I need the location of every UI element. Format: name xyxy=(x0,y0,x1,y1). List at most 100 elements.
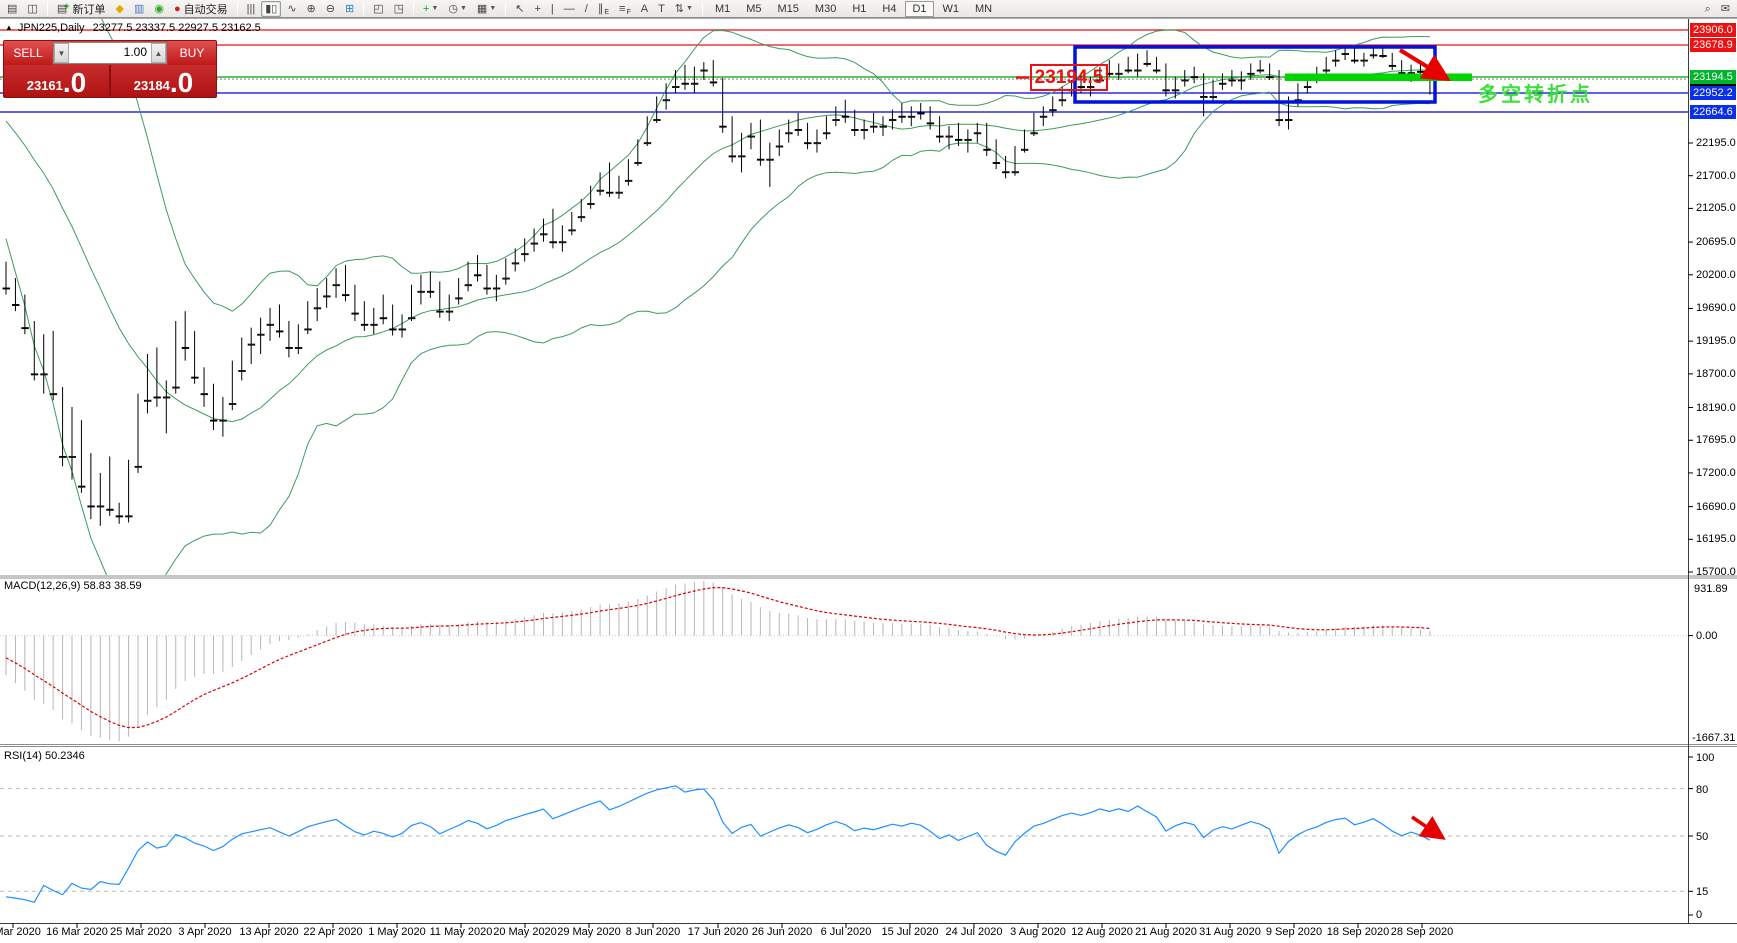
line-chart-icon[interactable]: ∿ xyxy=(283,1,300,17)
timeframe-M30[interactable]: M30 xyxy=(814,2,837,15)
channel-icon[interactable]: ∥ E xyxy=(594,1,613,17)
price-tick-label: 21205.0 xyxy=(1696,202,1736,215)
profiles-icon[interactable]: ◫ xyxy=(23,1,41,17)
zoom-in-icon[interactable]: ⊕ xyxy=(303,1,320,17)
date-label: 3 Apr 2020 xyxy=(178,926,232,938)
sell-button[interactable]: SELL xyxy=(4,41,52,65)
signals-icon[interactable]: ◉ xyxy=(150,1,168,17)
sell-arrow-main[interactable] xyxy=(1398,48,1451,82)
period-icon[interactable]: ◷ ▼ xyxy=(444,1,471,17)
price-line-label: 22952.2 xyxy=(1690,85,1736,100)
buy-price[interactable]: 23184 .0 xyxy=(111,65,216,97)
candlesticks xyxy=(2,45,1434,526)
date-label: 15 Jul 2020 xyxy=(881,926,939,938)
text-icon[interactable]: A xyxy=(637,1,652,17)
timeframe-MN[interactable]: MN xyxy=(975,2,993,15)
toolbar-separator xyxy=(363,1,365,16)
timeframe-D1[interactable]: D1 xyxy=(905,0,934,17)
green-level-bar[interactable] xyxy=(1285,73,1472,82)
horizontal-line-icon: — xyxy=(563,2,575,15)
market-icon: ▥ xyxy=(133,2,145,15)
price-callout-label[interactable]: 23194.5 xyxy=(1030,64,1108,91)
label-icon[interactable]: T xyxy=(654,1,669,17)
date-label: 5 Mar 2020 xyxy=(0,926,41,938)
bb-lower-band xyxy=(5,91,1430,575)
date-label: 25 Mar 2020 xyxy=(110,926,172,938)
date-label: 17 Jun 2020 xyxy=(687,926,749,938)
cursor-icon[interactable]: ↖ xyxy=(511,1,528,17)
crosshair-icon[interactable]: + xyxy=(530,1,544,17)
chart-title: ▲ JPN225,Daily 23277.5 23337.5 22927.5 231… xyxy=(5,22,261,34)
date-label: 18 Sep 2020 xyxy=(1326,926,1390,938)
signals-icon: ◉ xyxy=(154,2,164,15)
price-line-label: 23194.5 xyxy=(1690,69,1736,84)
zoom-out-icon[interactable]: ⊖ xyxy=(322,1,339,17)
one-click-collapse-icon[interactable]: ▲ xyxy=(5,23,13,32)
chevron-down-icon: ▼ xyxy=(459,5,467,12)
timeframe-W1[interactable]: W1 xyxy=(942,2,960,15)
timeframe-M15[interactable]: M15 xyxy=(777,2,799,15)
cascade-windows-icon[interactable]: ◳ xyxy=(390,1,408,17)
toolbar-separator xyxy=(236,1,238,16)
arrange-windows-icon: ◰ xyxy=(373,2,384,15)
horizontal-line-icon[interactable]: — xyxy=(560,1,579,17)
price-tick-label: 19195.0 xyxy=(1696,335,1736,348)
new-order-button[interactable]: ▤ + 新订单 xyxy=(53,1,110,17)
template-icon[interactable]: ▦ ▼ xyxy=(473,1,500,17)
fibonacci-icon[interactable]: ≡ F xyxy=(615,1,635,17)
channel-icon: ∥ xyxy=(597,2,604,15)
macd-indicator-label: MACD(12,26,9) 58.83 38.59 xyxy=(4,580,142,592)
toolbar-separator xyxy=(46,1,48,16)
buy-button[interactable]: BUY xyxy=(168,41,216,65)
date-label: 28 Sep 2020 xyxy=(1390,926,1454,938)
tile-windows-icon[interactable]: ⊞ xyxy=(341,1,358,17)
sell-arrow-rsi[interactable] xyxy=(1411,815,1446,840)
market-icon[interactable]: ▥ xyxy=(130,1,148,17)
new-order-icon: ▤ xyxy=(56,2,68,15)
rsi-tick-label: 50 xyxy=(1696,831,1709,843)
trendline-icon[interactable]: / xyxy=(581,1,592,17)
date-label: 12 Aug 2020 xyxy=(1071,926,1133,938)
timeframe-H4[interactable]: H4 xyxy=(882,2,897,15)
price-tick-label: 17200.0 xyxy=(1696,466,1736,479)
vertical-line-icon[interactable]: | xyxy=(547,1,558,17)
profiles-icon: ◫ xyxy=(27,2,38,15)
sell-price[interactable]: 23161 .0 xyxy=(4,65,109,97)
toolbar: ▤ ◫ ▤ + 新订单 ◆ ▥ ◉ ● 自动交易 ||| ▮▯ ∿ ⊕ ⊖ ⊞ ◰ ◳ + ▼ ◷ ▼ ▦ ▼ ↖ + | — / ∥ E ≡… xyxy=(0,0,1737,18)
timeframe-M1[interactable]: M1 xyxy=(714,2,731,15)
add-indicator-icon[interactable]: + ▼ xyxy=(419,1,442,17)
timeframe-H1[interactable]: H1 xyxy=(852,2,867,15)
date-label: 21 Aug 2020 xyxy=(1135,926,1197,938)
price-tick-label: 20695.0 xyxy=(1696,236,1736,249)
turning-point-text-label[interactable]: 多空转折点 xyxy=(1478,84,1593,106)
chevron-down-icon: ▼ xyxy=(686,5,693,12)
rsi-tick-label: 80 xyxy=(1696,783,1709,796)
date-label: 24 Jul 2020 xyxy=(945,926,1003,938)
search-icon[interactable]: ⌕ xyxy=(1701,1,1715,17)
candlestick-chart-icon[interactable]: ▮▯ xyxy=(261,0,282,17)
sell-price-frac: .0 xyxy=(62,67,87,98)
autotrading-icon: ● xyxy=(173,2,181,15)
candlestick-chart-icon: ▮▯ xyxy=(265,2,278,15)
date-label: 22 Apr 2020 xyxy=(303,926,363,938)
chat-icon[interactable]: ✉ xyxy=(1717,1,1734,17)
line-chart-icon: ∿ xyxy=(287,2,297,15)
date-label: 9 Sep 2020 xyxy=(1265,926,1323,938)
volume-decrease-button[interactable]: ▼ xyxy=(54,43,69,63)
arrange-windows-icon[interactable]: ◰ xyxy=(369,1,387,17)
toolbar-separator xyxy=(505,1,507,16)
price-tick-label: 22195.0 xyxy=(1696,137,1736,149)
autotrading-button[interactable]: ● 自动交易 xyxy=(170,1,232,17)
timeframe-M5[interactable]: M5 xyxy=(746,2,762,15)
metaeditor-icon[interactable]: ◆ xyxy=(111,1,127,17)
arrows-icon[interactable]: ⇅ ▼ xyxy=(671,1,697,17)
cascade-windows-icon: ◳ xyxy=(393,2,404,15)
bar-chart-icon[interactable]: ||| xyxy=(243,1,260,17)
new-chart-icon[interactable]: ▤ xyxy=(3,1,21,17)
price-tick-label: 16690.0 xyxy=(1696,500,1736,513)
vertical-line-icon: | xyxy=(550,2,554,15)
volume-input[interactable]: 1.00 xyxy=(123,45,147,59)
volume-increase-button[interactable]: ▲ xyxy=(151,43,166,63)
